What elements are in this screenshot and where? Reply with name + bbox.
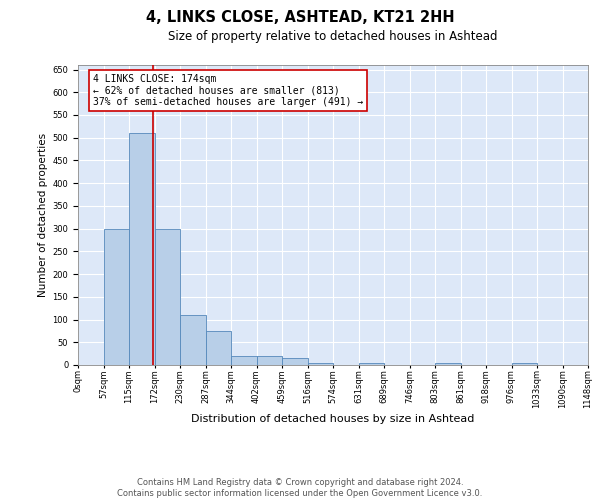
X-axis label: Distribution of detached houses by size in Ashtead: Distribution of detached houses by size … bbox=[191, 414, 475, 424]
Bar bbox=[308, 362, 333, 365]
Bar bbox=[435, 362, 461, 365]
Text: 4, LINKS CLOSE, ASHTEAD, KT21 2HH: 4, LINKS CLOSE, ASHTEAD, KT21 2HH bbox=[146, 10, 454, 25]
Bar bbox=[180, 315, 205, 365]
Bar bbox=[282, 358, 308, 365]
Bar bbox=[205, 331, 231, 365]
Title: Size of property relative to detached houses in Ashtead: Size of property relative to detached ho… bbox=[168, 30, 498, 43]
Bar bbox=[104, 228, 129, 365]
Bar bbox=[359, 362, 384, 365]
Bar bbox=[155, 228, 180, 365]
Bar bbox=[129, 133, 155, 365]
Text: Contains HM Land Registry data © Crown copyright and database right 2024.
Contai: Contains HM Land Registry data © Crown c… bbox=[118, 478, 482, 498]
Y-axis label: Number of detached properties: Number of detached properties bbox=[38, 133, 48, 297]
Text: 4 LINKS CLOSE: 174sqm
← 62% of detached houses are smaller (813)
37% of semi-det: 4 LINKS CLOSE: 174sqm ← 62% of detached … bbox=[94, 74, 364, 107]
Bar bbox=[231, 356, 257, 365]
Bar bbox=[511, 362, 537, 365]
Bar bbox=[257, 356, 282, 365]
